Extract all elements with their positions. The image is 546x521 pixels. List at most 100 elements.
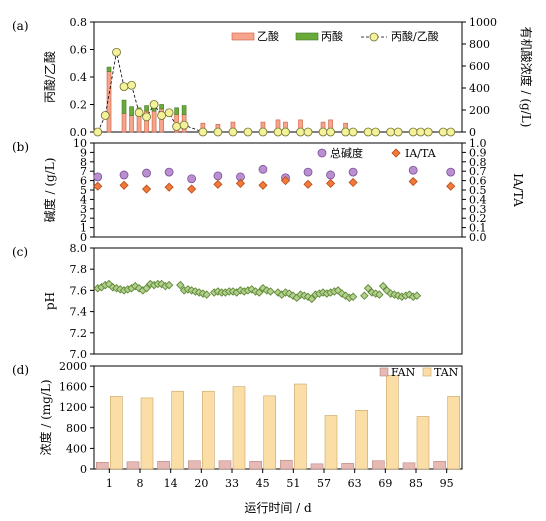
ia-ta-point [280,176,291,186]
ratio-point [213,127,223,137]
y-tick-label: 0 [80,463,87,476]
tan-bar [416,416,430,470]
ratio-point [438,127,448,137]
ratio-point [164,108,174,118]
total-alkalinity-point [446,167,456,177]
ia-ta-point [446,181,456,191]
fan-bar [96,462,109,470]
y-tick-label: 9 [80,146,87,159]
tan-bar [324,415,338,470]
propionic-bar [159,104,164,110]
ia-ta-point [348,177,358,188]
x-tick-label: 69 [378,477,392,490]
ratio-point [386,127,396,137]
y-tick-label: 0.8 [70,16,88,29]
y2-tick-label: 0.8 [469,156,487,169]
total-alkalinity-point [258,164,268,174]
total-alkalinity-point [187,174,197,184]
legend-label-tan: TAN [434,366,459,379]
x-tick-label: 20 [194,477,208,490]
legend-label-ratio: 丙酸/乙酸 [391,29,439,43]
y-tick-label: 7 [80,165,87,178]
plot-frame [93,247,463,355]
tan-bar [110,396,123,470]
ratio-point [258,127,268,137]
ratio-point [157,111,166,120]
y2-axis-label: 有机酸浓度 / (g/L) [519,27,534,128]
y-tick-label: 2 [80,212,87,225]
legend-swatch-fan [379,367,389,377]
acetic-bar [129,115,134,133]
fan-bar [188,460,201,470]
y-tick-label: 7.2 [70,327,88,340]
x-tick-label: 63 [348,477,362,490]
legend-marker-ta [317,148,327,158]
total-alkalinity-point [164,167,174,177]
x-tick-label: 95 [440,477,454,490]
ratio-point [93,127,103,137]
ratio-point [172,122,182,131]
ph-point [378,281,388,291]
ia-ta-point [187,184,197,194]
panel-label: (b) [12,140,29,154]
y2-tick-label: 400 [469,82,490,95]
tan-bar [263,395,276,470]
ph-point [157,279,166,289]
y2-tick-label: 0.5 [469,184,487,197]
y-tick-label: 0.2 [70,99,88,112]
y-tick-label: 7.6 [70,284,88,297]
y-tick-label: 0.6 [70,44,88,57]
ia-ta-point [235,178,246,188]
ratio-point [446,127,456,137]
legend-label-fan: FAN [391,366,416,379]
y2-tick-label: 800 [469,38,490,51]
ratio-point [228,127,238,137]
ph-point [258,284,268,293]
fan-bar [402,462,416,470]
y-tick-label: 800 [66,422,87,435]
tan-bar [447,396,460,470]
y-tick-label: 10 [73,137,87,150]
x-tick-label: 33 [225,477,239,490]
y-tick-label: 7.4 [70,306,88,319]
ratio-point [423,127,433,137]
ia-ta-point [213,179,223,189]
x-tick-label: 45 [256,477,270,490]
ratio-point [273,127,283,137]
y2-tick-label: 0.4 [469,193,487,206]
y-axis-label: 碱度 / (g/L) [42,158,57,223]
tan-bar [355,409,368,470]
y-tick-label: 7.8 [70,263,88,276]
y2-tick-label: 0.1 [469,222,487,235]
tan-bar [232,386,246,470]
y-tick-label: 400 [66,442,87,455]
ratio-point [408,127,418,137]
y-tick-label: 0.0 [70,126,88,139]
tan-bar [140,397,154,470]
legend-label-acetic: 乙酸 [257,29,279,43]
ph-point [405,290,414,299]
ratio-point [134,108,144,118]
x-tick-label: 14 [164,477,178,490]
tan-bar [294,383,307,470]
y-tick-label: 4 [80,193,87,206]
ratio-point [149,100,159,109]
fan-bar [218,460,232,470]
total-alkalinity-point [348,167,358,177]
y-tick-label: 0.4 [70,71,88,84]
ph-point [254,288,264,297]
propionic-bar [129,106,134,116]
ia-ta-point [408,176,418,187]
ph-point [375,290,384,299]
ratio-point [100,111,110,120]
panel-label: (c) [12,245,28,259]
ph-point [164,280,174,290]
ia-ta-point [142,184,152,194]
legend-label-ia: IA/TA [405,147,437,160]
plot-frame [93,365,463,470]
tan-bar [386,374,399,470]
total-alkalinity-point [93,172,103,182]
ratio-point [296,127,305,137]
ratio-point [303,127,313,137]
total-alkalinity-point [119,170,129,180]
